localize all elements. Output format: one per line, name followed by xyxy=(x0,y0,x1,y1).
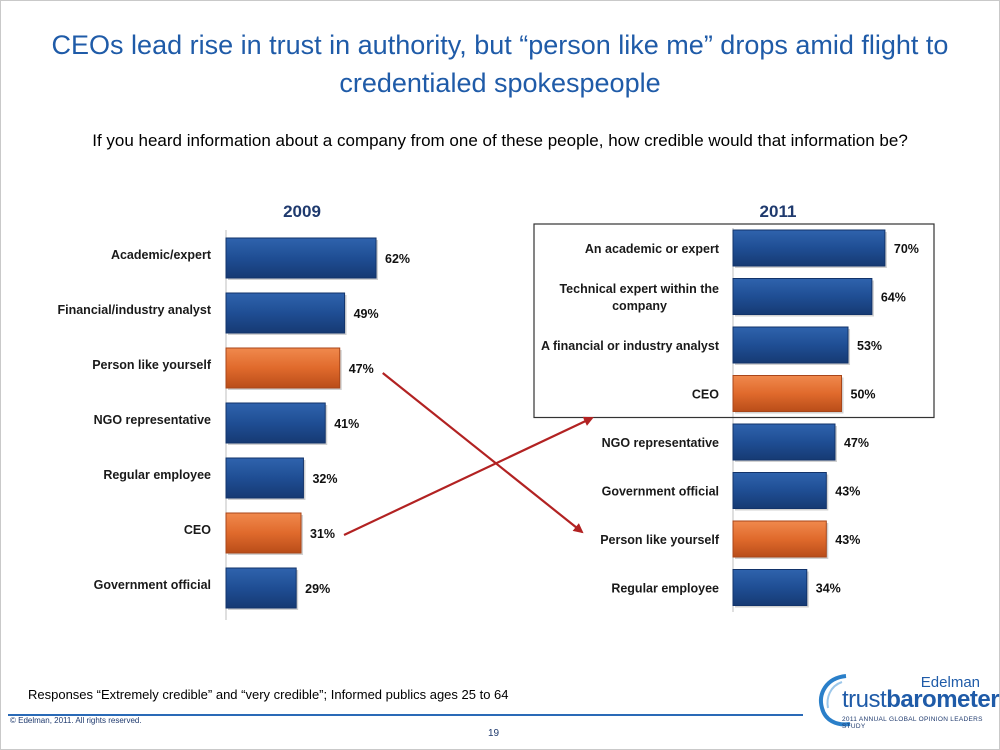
category-label: Government official xyxy=(94,578,211,592)
value-label: 47% xyxy=(844,436,869,450)
category-label: CEO xyxy=(184,523,211,537)
bar xyxy=(732,472,827,509)
logo-ring-icon xyxy=(819,674,851,727)
category-label: CEO xyxy=(692,388,719,402)
value-label: 43% xyxy=(835,485,860,499)
bar xyxy=(732,229,886,267)
category-label: Government official xyxy=(602,485,719,499)
chart-title-right: 2011 xyxy=(760,202,797,221)
value-label: 43% xyxy=(835,533,860,547)
chart-title-left: 2009 xyxy=(283,202,321,221)
bar xyxy=(732,569,808,606)
value-label: 50% xyxy=(851,388,876,402)
category-label: Technical expert within the xyxy=(559,282,719,296)
value-label: 70% xyxy=(894,242,919,256)
bar xyxy=(732,423,836,461)
bar xyxy=(732,278,873,315)
value-label: 62% xyxy=(385,252,410,266)
category-label: NGO representative xyxy=(94,413,211,427)
value-label: 49% xyxy=(354,307,379,321)
logo-brand: Edelman xyxy=(920,674,980,691)
category-label: An academic or expert xyxy=(585,242,720,256)
category-label: Financial/industry analyst xyxy=(57,303,211,317)
bar xyxy=(225,237,377,279)
value-label: 34% xyxy=(816,582,841,596)
logo-tagline: 2011 ANNUAL GLOBAL OPINION LEADERS STUDY xyxy=(842,716,983,730)
arrow-ceo xyxy=(343,416,594,536)
bar xyxy=(225,402,326,444)
category-label: Regular employee xyxy=(103,468,211,482)
survey-question: If you heard information about a company… xyxy=(92,131,908,150)
category-label: Regular employee xyxy=(611,582,719,596)
bar xyxy=(225,292,346,334)
comparison-arrows xyxy=(343,372,594,536)
trustbarometer-logo: Edelman trustbarometer 2011 ANNUAL GLOBA… xyxy=(812,668,1000,738)
arrow-person-like-yourself xyxy=(382,372,584,534)
page-number: 19 xyxy=(488,728,500,739)
logo-product-bold: barometer xyxy=(886,686,1000,713)
copyright: © Edelman, 2011. All rights reserved. xyxy=(10,716,142,725)
value-label: 53% xyxy=(857,339,882,353)
top-credible-box xyxy=(533,223,935,419)
bar xyxy=(732,375,842,412)
category-label: Academic/expert xyxy=(111,248,212,262)
category-label: Person like yourself xyxy=(92,358,212,372)
bar xyxy=(732,520,827,558)
category-label: A financial or industry analyst xyxy=(541,339,720,353)
logo-product-light: trust xyxy=(842,686,887,713)
value-label: 41% xyxy=(334,417,359,431)
category-label: company xyxy=(612,299,667,313)
footer-divider xyxy=(8,714,803,716)
chart-2009: 2009 62% Academic/expert 49% Financial/indus… xyxy=(57,202,410,620)
category-label: Person like yourself xyxy=(600,533,720,547)
bar xyxy=(732,326,849,364)
value-label: 47% xyxy=(349,362,374,376)
value-label: 64% xyxy=(881,291,906,305)
value-label: 32% xyxy=(312,472,337,486)
bar xyxy=(225,457,304,499)
value-label: 29% xyxy=(305,582,330,596)
slide-title: CEOs lead rise in trust in authority, bu… xyxy=(51,30,949,98)
bar xyxy=(225,512,302,554)
bar xyxy=(225,347,341,389)
chart-2011: 2011 70% An academic or expert 64% Technical… xyxy=(533,202,935,612)
category-label: NGO representative xyxy=(602,436,719,450)
value-label: 31% xyxy=(310,527,335,541)
footnote: Responses “Extremely credible” and “very… xyxy=(28,687,509,702)
logo-product: trustbarometer xyxy=(842,686,1000,714)
bar xyxy=(225,567,297,609)
